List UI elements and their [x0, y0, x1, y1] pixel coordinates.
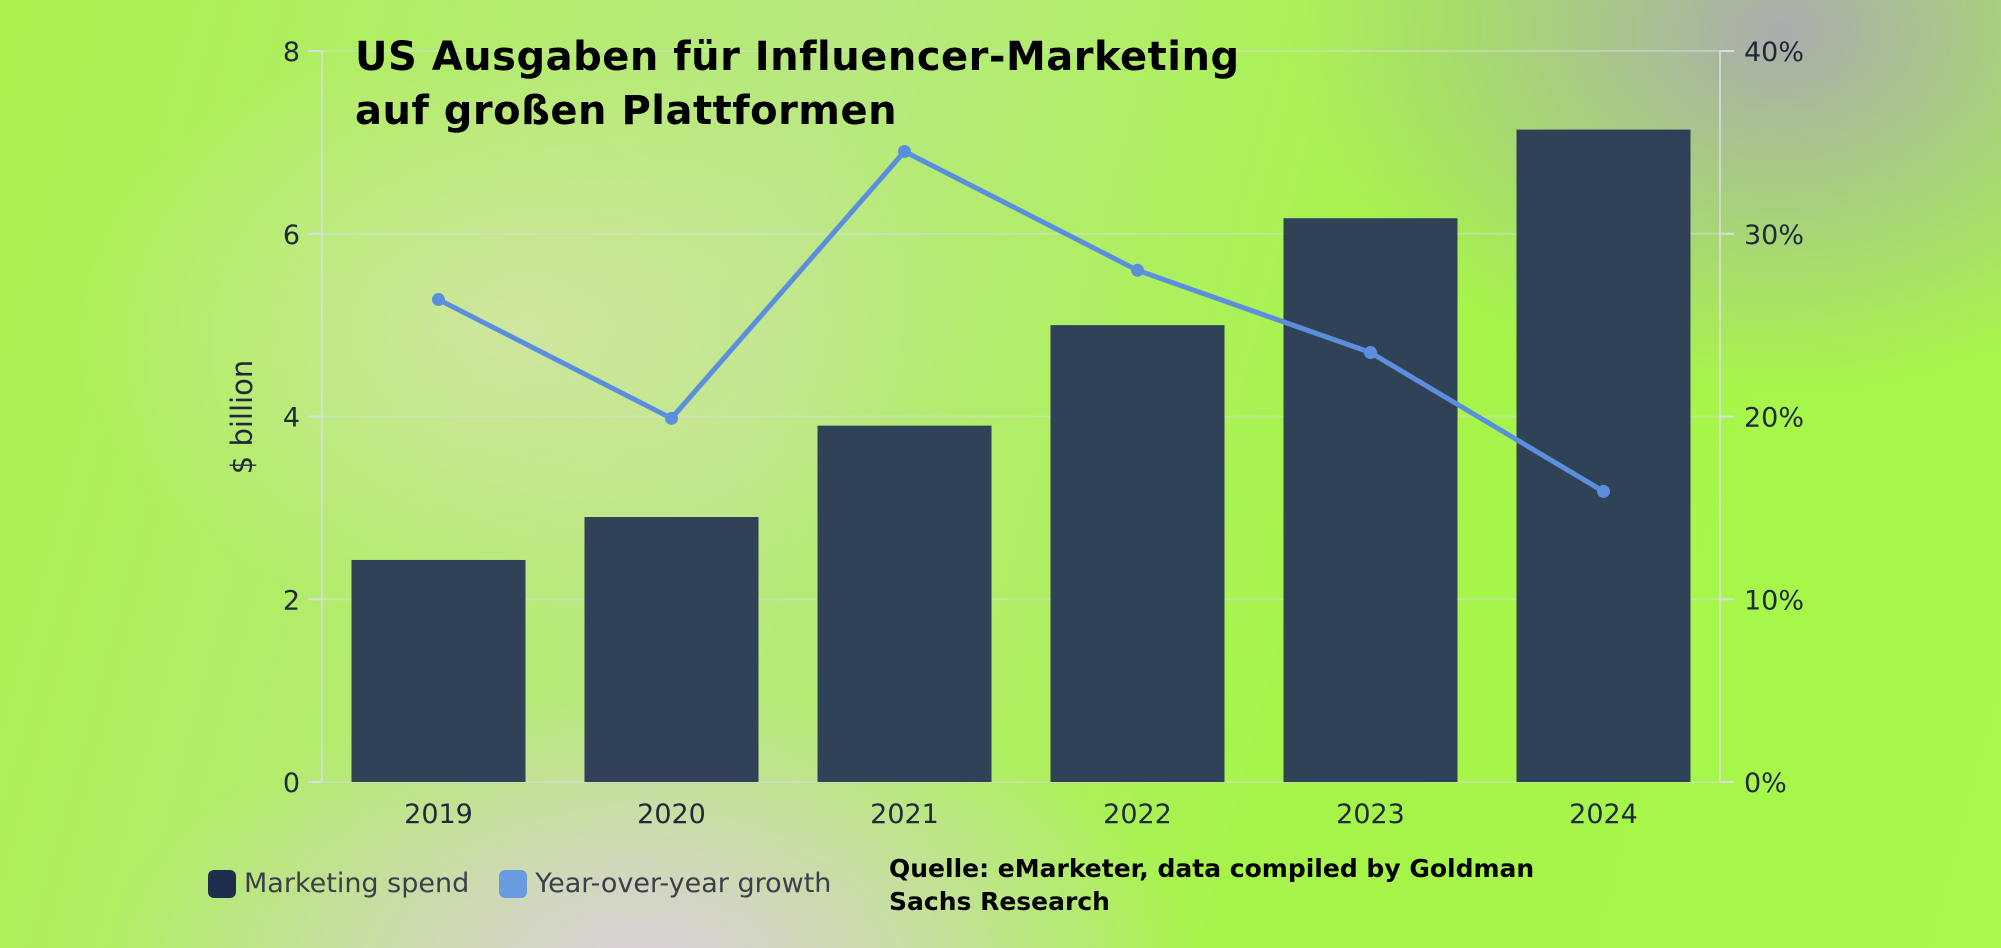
x-tick-label: 2024 [1569, 799, 1638, 830]
x-tick-label: 2022 [1103, 799, 1172, 830]
y-tick-label: 6 [283, 220, 300, 251]
y-tick-label: 4 [283, 403, 300, 434]
growth-point [1597, 484, 1610, 498]
y2-tick-label: 30% [1744, 220, 1804, 251]
source-line-1: Quelle: eMarketer, data compiled by Gold… [889, 854, 1535, 883]
growth-line [436, 149, 1606, 494]
x-tick-label: 2023 [1336, 799, 1405, 830]
x-tick-label: 2019 [404, 799, 473, 830]
gridlines [312, 50, 1720, 783]
source-line-2: Sachs Research [889, 887, 1110, 916]
legend-item-marketing-spend: Marketing spend [208, 868, 469, 899]
axes: 0 2 4 6 8 0% 10% 20% 30% 40% 2019 2020 2021 2022 2023 2… [283, 37, 1804, 830]
title-line-2: auf großen Plattformen [355, 88, 898, 134]
x-tick-label: 2021 [870, 799, 939, 830]
legend-label-spend: Marketing spend [244, 868, 470, 899]
y2-tick-label: 0% [1744, 768, 1787, 799]
growth-line-layer [432, 145, 1610, 498]
y-tick-label: 2 [283, 585, 300, 616]
bar-marketing-spend [584, 517, 759, 782]
y-tick-label: 8 [283, 37, 300, 68]
y-axis-title: $ billion [225, 360, 259, 474]
title-line-1: US Ausgaben für Influencer-Marketing [355, 34, 1240, 80]
growth-point [1131, 263, 1144, 277]
source-note: Quelle: eMarketer, data compiled by Gold… [889, 852, 1649, 918]
x-tick-label: 2020 [637, 799, 706, 830]
growth-point [898, 145, 911, 159]
growth-point [432, 293, 445, 307]
bar-marketing-spend [1050, 325, 1225, 782]
y2-tick-label: 20% [1744, 403, 1804, 434]
growth-point [665, 411, 678, 425]
bars [351, 129, 1691, 782]
y-tick-label: 0 [283, 768, 300, 799]
legend: Marketing spend Year-over-year growth [208, 868, 861, 899]
legend-swatch-growth [499, 869, 528, 898]
y2-tick-label: 10% [1744, 585, 1804, 616]
bar-marketing-spend [817, 425, 992, 782]
y2-tick-label: 40% [1744, 37, 1804, 68]
growth-point [1364, 346, 1377, 360]
legend-swatch-spend [208, 869, 236, 898]
chart-title: US Ausgaben für Influencer-Marketing auf… [355, 30, 1355, 138]
legend-item-growth: Year-over-year growth [499, 868, 831, 899]
legend-label-growth: Year-over-year growth [535, 868, 832, 899]
bar-marketing-spend [351, 559, 526, 782]
bar-marketing-spend [1283, 218, 1458, 782]
